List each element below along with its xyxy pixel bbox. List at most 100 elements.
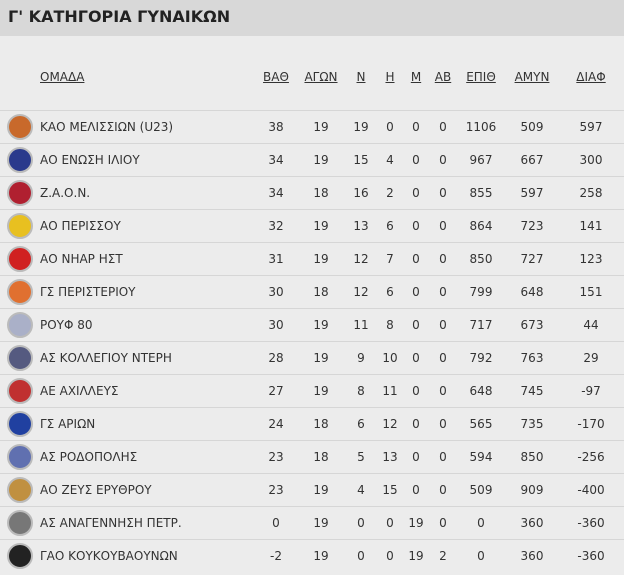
sort-m[interactable]: Μ bbox=[410, 69, 422, 84]
cell-pf: 855 bbox=[469, 185, 493, 200]
team-name[interactable]: ΑΟ ΕΝΩΣΗ ΙΛΙΟΥ bbox=[40, 152, 140, 167]
cell-w: 11 bbox=[353, 317, 369, 332]
team-logo-icon bbox=[7, 212, 33, 239]
cell-pf: 0 bbox=[477, 548, 485, 563]
team-name[interactable]: ΑΕ ΑΧΙΛΛΕΥΣ bbox=[40, 383, 119, 398]
table-row: ΑΕ ΑΧΙΛΛΕΥΣ 27 19 8 11 0 0 648 745 -97 bbox=[0, 374, 624, 407]
cell-diff: 258 bbox=[579, 185, 603, 200]
team-name[interactable]: ΑΟ ΝΗΑΡ ΗΣΤ bbox=[40, 251, 123, 266]
cell-l: 0 bbox=[386, 548, 394, 563]
cell-diff: 123 bbox=[579, 251, 603, 266]
cell-pf: 717 bbox=[469, 317, 493, 332]
team-name[interactable]: ΡΟΥΦ 80 bbox=[40, 317, 93, 332]
cell-pf: 792 bbox=[469, 350, 493, 365]
cell-gp: 19 bbox=[313, 515, 329, 530]
cell-pts: 34 bbox=[268, 185, 284, 200]
team-name[interactable]: ΓΣ ΑΡΙΩΝ bbox=[40, 416, 96, 431]
cell-w: 12 bbox=[353, 251, 369, 266]
cell-pts: 30 bbox=[268, 317, 284, 332]
cell-pa: 648 bbox=[520, 284, 544, 299]
sort-diff[interactable]: ΔΙΑΦ bbox=[576, 69, 606, 84]
cell-diff: 141 bbox=[579, 218, 603, 233]
cell-pf: 509 bbox=[469, 482, 493, 497]
team-logo-icon bbox=[7, 476, 33, 503]
cell-gp: 19 bbox=[313, 218, 329, 233]
cell-m: 0 bbox=[412, 218, 420, 233]
sort-pf[interactable]: ΕΠΙΘ bbox=[466, 69, 496, 84]
table-row: ΑΟ ΕΝΩΣΗ ΙΛΙΟΥ 34 19 15 4 0 0 967 667 300 bbox=[0, 143, 624, 176]
team-name[interactable]: ΑΣ ΡΟΔΟΠΟΛΗΣ bbox=[40, 449, 138, 464]
cell-diff: -400 bbox=[577, 482, 605, 497]
cell-l: 7 bbox=[386, 251, 394, 266]
cell-pa: 735 bbox=[520, 416, 544, 431]
sort-w[interactable]: Ν bbox=[356, 69, 366, 84]
team-logo-icon bbox=[7, 509, 33, 536]
cell-pts: 34 bbox=[268, 152, 284, 167]
cell-m: 0 bbox=[412, 185, 420, 200]
cell-m: 19 bbox=[408, 548, 424, 563]
cell-l: 11 bbox=[382, 383, 398, 398]
cell-ab: 0 bbox=[439, 317, 447, 332]
sort-ab[interactable]: ΑΒ bbox=[434, 69, 452, 84]
cell-gp: 18 bbox=[313, 284, 329, 299]
cell-m: 0 bbox=[412, 449, 420, 464]
sort-gp[interactable]: ΑΓΩΝ bbox=[304, 69, 338, 84]
team-logo-icon bbox=[7, 377, 33, 404]
cell-w: 0 bbox=[357, 515, 365, 530]
table-row: ΑΣ ΡΟΔΟΠΟΛΗΣ 23 18 5 13 0 0 594 850 -256 bbox=[0, 440, 624, 473]
cell-diff: 44 bbox=[583, 317, 599, 332]
cell-diff: 300 bbox=[579, 152, 603, 167]
cell-pf: 967 bbox=[469, 152, 493, 167]
sort-pts[interactable]: ΒΑΘ bbox=[263, 69, 289, 84]
table-row: ΑΣ ΑΝΑΓΕΝΝΗΣΗ ΠΕΤΡ. 0 19 0 0 19 0 0 360 -360 bbox=[0, 506, 624, 539]
team-name[interactable]: ΑΟ ΠΕΡΙΣΣΟΥ bbox=[40, 218, 121, 233]
cell-pa: 360 bbox=[520, 515, 544, 530]
cell-diff: 151 bbox=[579, 284, 603, 299]
cell-pts: 24 bbox=[268, 416, 284, 431]
team-name[interactable]: ΑΣ ΑΝΑΓΕΝΝΗΣΗ ΠΕΤΡ. bbox=[40, 515, 182, 530]
sort-team[interactable]: ΟΜΑΔΑ bbox=[40, 69, 85, 84]
cell-l: 2 bbox=[386, 185, 394, 200]
cell-l: 0 bbox=[386, 515, 394, 530]
cell-pf: 864 bbox=[469, 218, 493, 233]
cell-pf: 0 bbox=[477, 515, 485, 530]
cell-gp: 19 bbox=[313, 548, 329, 563]
cell-ab: 0 bbox=[439, 515, 447, 530]
standings-table: ΟΜΑΔΑ ΒΑΘ ΑΓΩΝ Ν Η Μ ΑΒ ΕΠΙΘ ΑΜΥΝ ΔΙΑΦ Κ… bbox=[0, 36, 624, 572]
cell-w: 9 bbox=[357, 350, 365, 365]
team-name[interactable]: ΚΑΟ ΜΕΛΙΣΣΙΩΝ (U23) bbox=[40, 119, 174, 134]
table-row: ΑΟ ΖΕΥΣ ΕΡΥΘΡΟΥ 23 19 4 15 0 0 509 909 -400 bbox=[0, 473, 624, 506]
cell-pts: 31 bbox=[268, 251, 284, 266]
team-name[interactable]: ΓΑΟ ΚΟΥΚΟΥΒΑΟΥΝΩΝ bbox=[40, 548, 178, 563]
cell-pf: 565 bbox=[469, 416, 493, 431]
cell-w: 12 bbox=[353, 284, 369, 299]
cell-pts: 30 bbox=[268, 284, 284, 299]
cell-m: 0 bbox=[412, 152, 420, 167]
team-logo-icon bbox=[7, 542, 33, 569]
sort-pa[interactable]: ΑΜΥΝ bbox=[514, 69, 550, 84]
cell-ab: 0 bbox=[439, 218, 447, 233]
sort-l[interactable]: Η bbox=[385, 69, 395, 84]
table-row: ΡΟΥΦ 80 30 19 11 8 0 0 717 673 44 bbox=[0, 308, 624, 341]
team-name[interactable]: ΑΣ ΚΟΛΛΕΓΙΟΥ ΝΤΕΡΗ bbox=[40, 350, 172, 365]
cell-pts: -2 bbox=[270, 548, 282, 563]
team-name[interactable]: Ζ.Α.Ο.Ν. bbox=[40, 185, 91, 200]
cell-w: 6 bbox=[357, 416, 365, 431]
header-row: ΟΜΑΔΑ ΒΑΘ ΑΓΩΝ Ν Η Μ ΑΒ ΕΠΙΘ ΑΜΥΝ ΔΙΑΦ bbox=[0, 36, 624, 110]
cell-pa: 597 bbox=[520, 185, 544, 200]
table-row: Ζ.Α.Ο.Ν. 34 18 16 2 0 0 855 597 258 bbox=[0, 176, 624, 209]
team-logo-icon bbox=[7, 113, 33, 140]
cell-l: 4 bbox=[386, 152, 394, 167]
cell-ab: 0 bbox=[439, 251, 447, 266]
team-name[interactable]: ΓΣ ΠΕΡΙΣΤΕΡΙΟΥ bbox=[40, 284, 136, 299]
table-row: ΓΣ ΠΕΡΙΣΤΕΡΙΟΥ 30 18 12 6 0 0 799 648 151 bbox=[0, 275, 624, 308]
cell-w: 19 bbox=[353, 119, 369, 134]
cell-diff: -256 bbox=[577, 449, 605, 464]
table-row: ΑΣ ΚΟΛΛΕΓΙΟΥ ΝΤΕΡΗ 28 19 9 10 0 0 792 763 29 bbox=[0, 341, 624, 374]
team-name[interactable]: ΑΟ ΖΕΥΣ ΕΡΥΘΡΟΥ bbox=[40, 482, 152, 497]
cell-m: 0 bbox=[412, 251, 420, 266]
cell-pa: 673 bbox=[520, 317, 544, 332]
cell-ab: 0 bbox=[439, 383, 447, 398]
cell-gp: 18 bbox=[313, 185, 329, 200]
cell-w: 5 bbox=[357, 449, 365, 464]
